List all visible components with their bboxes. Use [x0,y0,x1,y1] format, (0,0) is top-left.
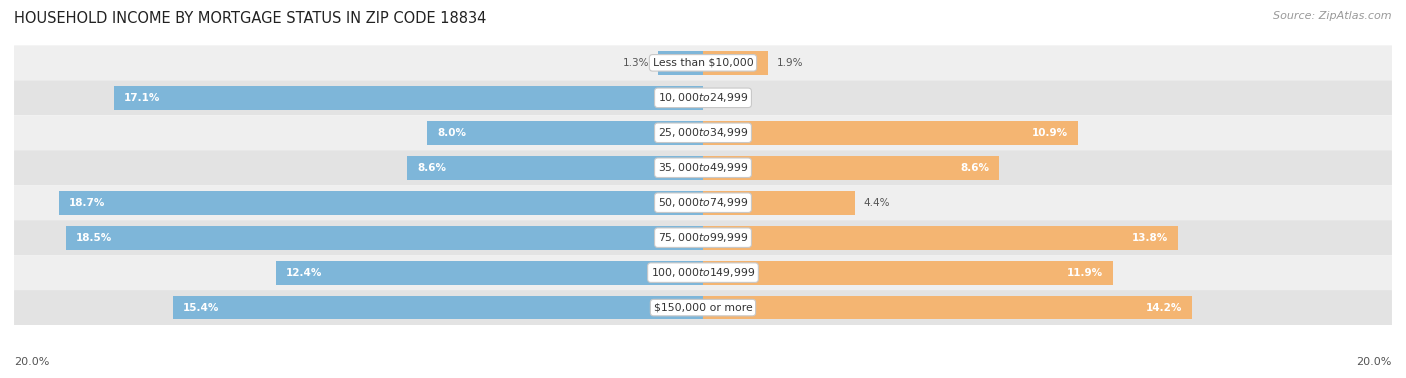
Text: 15.4%: 15.4% [183,303,219,313]
Text: Less than $10,000: Less than $10,000 [652,58,754,68]
Bar [114,86,703,110]
Bar [276,261,703,285]
Bar [427,121,703,145]
FancyBboxPatch shape [14,220,1392,255]
Text: 1.3%: 1.3% [623,58,650,68]
Bar [703,121,1078,145]
Text: 12.4%: 12.4% [287,268,322,277]
FancyBboxPatch shape [14,150,1392,185]
Bar [703,261,1114,285]
Text: 11.9%: 11.9% [1067,268,1102,277]
Text: Source: ZipAtlas.com: Source: ZipAtlas.com [1274,11,1392,21]
Text: $150,000 or more: $150,000 or more [654,303,752,313]
Legend: Without Mortgage, With Mortgage: Without Mortgage, With Mortgage [579,375,827,378]
Text: 17.1%: 17.1% [124,93,160,103]
FancyBboxPatch shape [14,290,1392,325]
Bar [406,156,703,180]
Text: $75,000 to $99,999: $75,000 to $99,999 [658,231,748,244]
Text: 0.0%: 0.0% [711,93,738,103]
Bar [703,156,1000,180]
Text: 4.4%: 4.4% [863,198,890,208]
FancyBboxPatch shape [14,81,1392,115]
Bar [59,191,703,215]
Text: $25,000 to $34,999: $25,000 to $34,999 [658,126,748,139]
Text: $35,000 to $49,999: $35,000 to $49,999 [658,161,748,174]
Text: 8.0%: 8.0% [437,128,467,138]
Bar [173,296,703,319]
Text: 1.9%: 1.9% [778,58,804,68]
FancyBboxPatch shape [14,255,1392,290]
FancyBboxPatch shape [14,45,1392,81]
Bar [703,296,1192,319]
FancyBboxPatch shape [14,185,1392,220]
Bar [703,226,1178,249]
Bar [703,51,769,75]
Text: 18.5%: 18.5% [76,233,112,243]
Text: $100,000 to $149,999: $100,000 to $149,999 [651,266,755,279]
Text: 8.6%: 8.6% [418,163,446,173]
Text: $10,000 to $24,999: $10,000 to $24,999 [658,91,748,104]
Text: 20.0%: 20.0% [14,357,49,367]
Text: 13.8%: 13.8% [1132,233,1168,243]
Bar [66,226,703,249]
Bar [703,191,855,215]
Text: 10.9%: 10.9% [1032,128,1069,138]
Bar [658,51,703,75]
Text: HOUSEHOLD INCOME BY MORTGAGE STATUS IN ZIP CODE 18834: HOUSEHOLD INCOME BY MORTGAGE STATUS IN Z… [14,11,486,26]
Text: 14.2%: 14.2% [1146,303,1182,313]
Text: $50,000 to $74,999: $50,000 to $74,999 [658,196,748,209]
Text: 20.0%: 20.0% [1357,357,1392,367]
Text: 8.6%: 8.6% [960,163,988,173]
Text: 18.7%: 18.7% [69,198,105,208]
FancyBboxPatch shape [14,115,1392,150]
